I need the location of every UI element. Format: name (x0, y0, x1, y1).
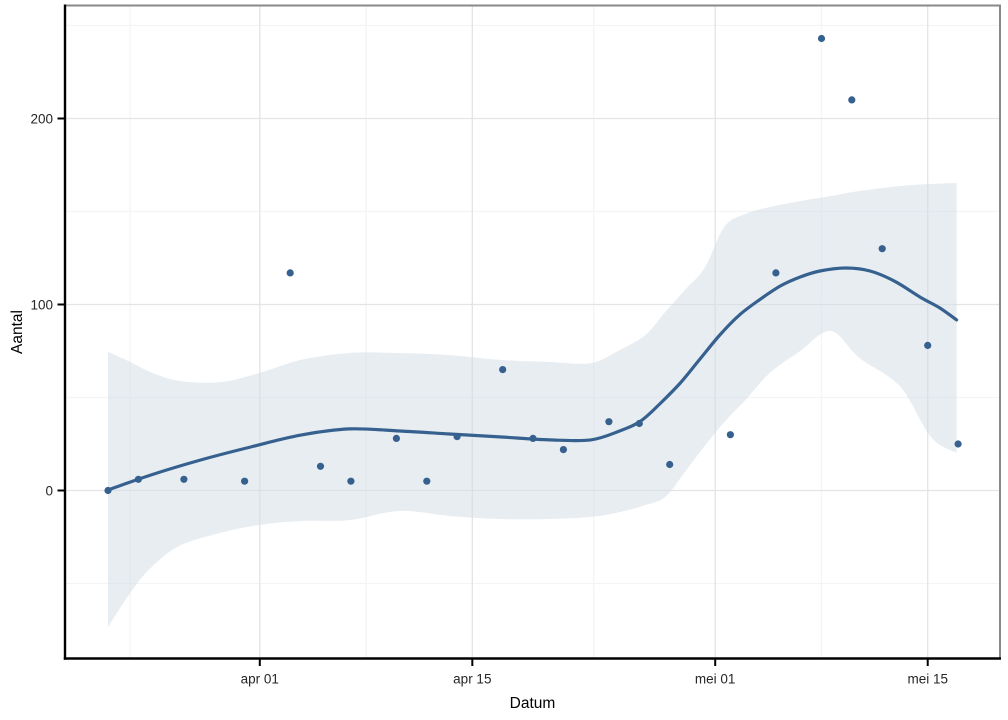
x-tick-label: mei 01 (695, 672, 736, 687)
data-point (954, 440, 962, 448)
data-point (666, 460, 674, 469)
data-point (286, 269, 294, 277)
data-point (605, 418, 613, 426)
y-tick-label: 200 (30, 111, 53, 126)
x-tick-label: apr 15 (453, 672, 491, 687)
data-point (878, 245, 886, 253)
data-point (559, 446, 568, 454)
data-point (499, 366, 507, 374)
data-point (924, 341, 932, 349)
y-tick-label: 0 (45, 483, 53, 498)
data-point (392, 434, 400, 442)
data-point (772, 269, 780, 277)
data-point (134, 475, 142, 483)
data-point (635, 419, 643, 428)
data-points (104, 34, 962, 495)
data-point (529, 434, 537, 442)
data-point (316, 462, 325, 470)
data-point (453, 433, 461, 441)
panel-border (63, 4, 1001, 660)
x-axis-title: Datum (510, 695, 556, 712)
data-point (241, 477, 249, 485)
data-point (848, 96, 856, 104)
data-point (726, 431, 735, 439)
smooth-trend-line (106, 266, 959, 492)
y-axis-title: Aantal (9, 310, 26, 354)
x-tick-label: mei 15 (907, 672, 948, 687)
axis-ticks (57, 117, 929, 666)
x-tick-label: apr 01 (241, 672, 279, 687)
data-point (817, 34, 826, 43)
data-point (423, 477, 431, 485)
data-point (347, 477, 355, 485)
y-tick-label: 100 (30, 297, 53, 312)
data-point (104, 486, 112, 495)
data-point (180, 475, 188, 483)
tick-labels: 0 100 200 apr 01 apr 15 mei 01 mei 15 (30, 111, 948, 686)
confidence-ribbon (108, 183, 957, 627)
